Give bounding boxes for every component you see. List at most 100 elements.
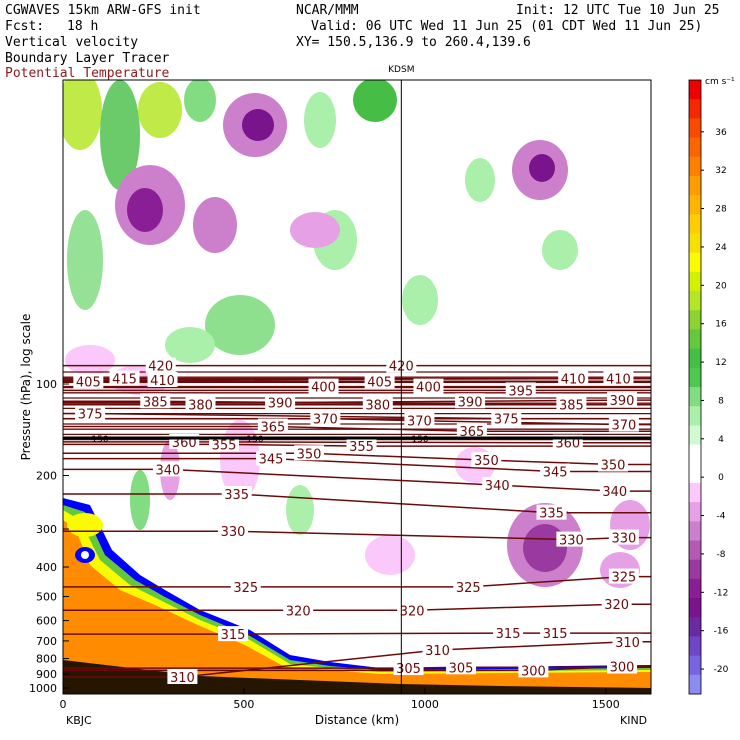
colorbar-segment [689,598,701,618]
field-vertical-velocity: Vertical velocity [5,35,139,50]
colorbar-tick-label: -4 [717,512,726,522]
theta-label: 350 [474,454,499,469]
colorbar-segment [689,463,701,484]
colorbar-tick-label: 28 [715,205,727,215]
y-tick-label: 500 [36,590,57,603]
colorbar-segment [689,156,701,177]
theta-label: 410 [606,373,631,388]
theta-label-bg [491,410,522,426]
theta-label-bg [73,373,104,389]
theta-contour [63,412,651,420]
tropopause-labels: 150 150 150 [91,435,428,445]
colorbar-tick-label: 20 [715,281,727,291]
colorbar-tick-label: 12 [715,358,726,368]
theta-label: 305 [449,661,474,676]
theta-label: 320 [286,604,311,619]
colorbar-segment [689,252,701,273]
colorbar-segment [689,674,701,695]
field-boundary-layer-tracer: Boundary Layer Tracer [5,51,170,66]
colorbar-segment [689,617,701,637]
theta-label: 310 [425,644,450,659]
theta-label: 345 [259,453,284,468]
colorbar-unit: cm s⁻¹ [705,77,735,87]
theta-label: 395 [508,384,533,399]
theta-label: 400 [311,381,336,396]
x-tick-label: 500 [233,698,254,711]
theta-label: 375 [494,413,519,428]
theta-label-bg [453,578,484,594]
tropopause-label: 150 [91,435,108,445]
colorbar-segment [689,118,701,139]
theta-label-bg [209,436,240,452]
theta-label-bg [601,596,632,612]
theta-label: 340 [602,485,627,500]
theta-label-bg [456,423,487,439]
theta-label-bg [540,463,571,479]
theta-label: 315 [496,627,521,642]
theta-label: 340 [485,479,510,494]
theta-label: 350 [601,459,626,474]
theta-label: 400 [416,381,441,396]
tropopause-label: 150 [411,435,428,445]
colorbar-tick-label: 36 [715,128,727,138]
colorbar-segment [689,271,701,292]
colorbar-tick-label: -20 [714,665,729,675]
theta-label-bg [256,450,287,466]
theta-label: 410 [150,374,175,389]
theta-label-bg [612,633,643,649]
colorbar-tick-label: 4 [718,435,724,445]
y-tick-label: 400 [36,561,57,574]
colorbar-tick-label: 32 [715,166,726,176]
theta-label: 420 [148,360,173,375]
theta-label-bg [471,452,502,468]
theta-label: 320 [400,604,425,619]
valid-time: Valid: 06 UTC Wed 11 Jun 25 (01 CDT Wed … [311,19,703,34]
forecast-label: Fcst: [5,19,45,34]
forecast-hour: 18 h [67,19,99,34]
colorbar-segment [689,655,701,676]
colorbar-tick-label: 0 [718,473,724,483]
theta-label: 355 [349,440,374,455]
x-axis-title: Distance (km) [315,713,399,727]
theta-label-bg [556,531,587,547]
theta-label-bg [608,568,639,584]
theta-label-bg [230,578,261,594]
theta-label-bg [603,370,634,386]
theta-label-bg [608,529,639,545]
theta-label-bg [308,378,339,394]
theta-label: 370 [313,413,338,428]
theta-label-bg [75,405,106,421]
theta-label-bg [140,393,171,409]
colorbar-segment [689,195,701,215]
colorbar-segment [689,444,701,465]
x-axis: 0 500 1000 1500 [60,688,620,711]
colorbar-segment [689,329,701,350]
theta-label: 325 [456,581,481,596]
colorbar-segment [689,482,701,503]
theta-label-bg [185,396,216,412]
colorbar-tick-label: 24 [715,243,727,253]
colorbar-tick-label: 8 [718,396,724,406]
x-tick-label: 0 [60,698,67,711]
y-tick-label: 700 [36,635,57,648]
theta-label-bg [257,418,288,434]
colorbar-segment [689,291,701,311]
theta-label-bg [283,602,314,618]
colorbar-segment [689,521,701,541]
theta-label-bg [446,659,477,675]
x-end-location: KIND [620,714,647,727]
y-tick-label: 900 [36,668,57,681]
theta-label-bg [152,461,183,477]
colorbar-segment [689,406,701,426]
y-tick-label: 800 [36,653,57,666]
colorbar-segment [689,175,701,196]
theta-label: 360 [555,437,580,452]
theta-label-bg [221,485,252,501]
colorbar-segment [689,559,701,580]
theta-label-bg [218,626,249,642]
model-title: CGWAVES 15km ARW-GFS init [5,3,201,18]
theta-label: 370 [611,419,636,434]
theta-label: 365 [459,425,484,440]
org-label: NCAR/MMM [296,3,359,18]
theta-label: 320 [604,598,629,613]
